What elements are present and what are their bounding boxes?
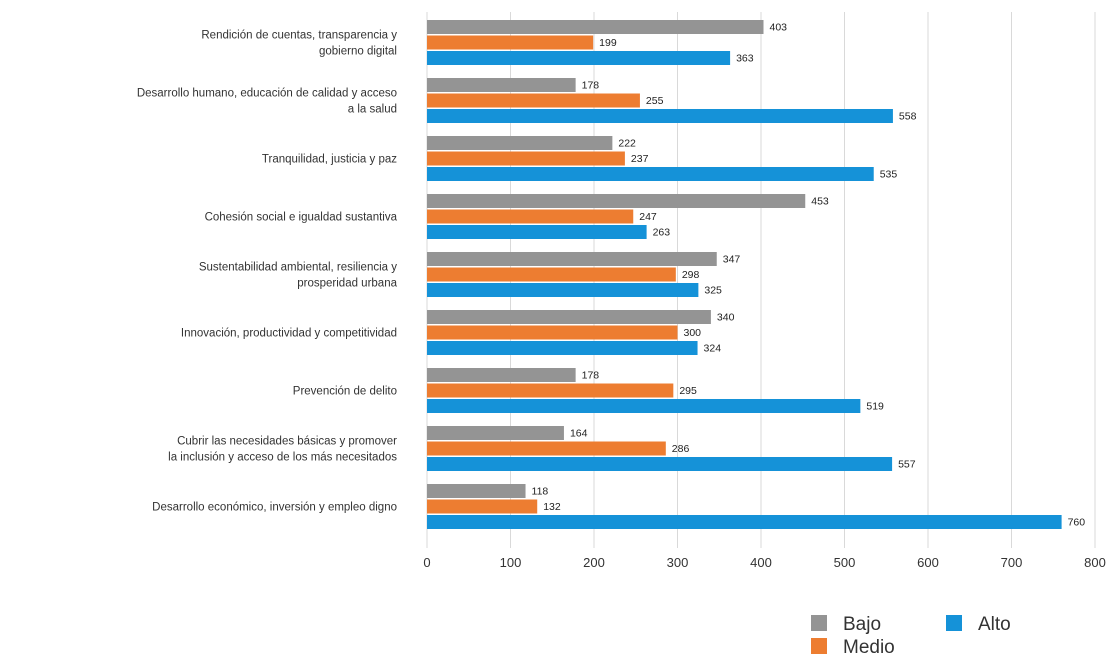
data-label: 286	[672, 443, 690, 455]
bar-bajo	[427, 368, 576, 382]
bar-medio	[427, 499, 538, 514]
category-label: Prevención de delito	[293, 386, 397, 398]
data-label: 298	[682, 269, 700, 281]
x-tick-label: 300	[667, 555, 689, 570]
data-label: 558	[899, 111, 917, 123]
data-label: 263	[653, 227, 671, 239]
category-label: gobierno digital	[319, 46, 397, 58]
bar-alto	[427, 109, 893, 123]
data-label: 300	[684, 327, 702, 339]
legend-swatch-medio	[811, 638, 827, 654]
data-label: 178	[582, 370, 600, 382]
data-label: 237	[631, 153, 649, 165]
data-label: 535	[880, 169, 898, 181]
x-tick-label: 500	[834, 555, 856, 570]
data-label: 255	[646, 95, 664, 107]
legend-swatch-bajo	[811, 615, 827, 631]
x-tick-label: 800	[1084, 555, 1106, 570]
legend-swatch-alto	[946, 615, 962, 631]
bar-medio	[427, 325, 678, 340]
bar-alto	[427, 399, 861, 413]
data-label: 199	[599, 37, 617, 49]
data-label: 118	[532, 486, 549, 498]
data-label: 247	[639, 211, 657, 223]
data-label: 325	[704, 285, 722, 297]
data-label: 222	[618, 138, 636, 150]
data-label: 453	[811, 196, 829, 208]
category-label: Desarrollo humano, educación de calidad …	[137, 88, 397, 100]
bar-medio	[427, 93, 640, 108]
bar-bajo	[427, 136, 613, 150]
data-label: 557	[898, 459, 916, 471]
bar-alto	[427, 283, 699, 297]
data-label: 340	[717, 312, 735, 324]
data-label: 178	[582, 80, 600, 92]
bar-alto	[427, 225, 647, 239]
category-label: prosperidad urbana	[297, 278, 397, 290]
bar-alto	[427, 341, 698, 355]
data-label: 164	[570, 428, 588, 440]
x-tick-label: 400	[750, 555, 772, 570]
category-label: Cohesión social e igualdad sustantiva	[205, 212, 398, 224]
data-label: 760	[1068, 517, 1086, 529]
bar-bajo	[427, 194, 806, 208]
bar-bajo	[427, 484, 526, 498]
bar-medio	[427, 441, 666, 456]
data-label: 363	[736, 53, 754, 65]
bar-alto	[427, 457, 893, 471]
data-label: 403	[770, 22, 788, 34]
data-label: 347	[723, 254, 741, 266]
x-tick-label: 100	[500, 555, 522, 570]
x-tick-label: 700	[1001, 555, 1023, 570]
bar-bajo	[427, 78, 576, 92]
data-label: 132	[543, 501, 561, 513]
bar-medio	[427, 383, 674, 398]
category-label: Innovación, productividad y competitivid…	[181, 328, 397, 340]
category-label: Rendición de cuentas, transparencia y	[201, 30, 397, 42]
bar-medio	[427, 35, 594, 50]
category-label: Desarrollo económico, inversión y empleo…	[152, 502, 397, 514]
bar-alto	[427, 515, 1062, 529]
bar-bajo	[427, 20, 764, 34]
bar-alto	[427, 167, 874, 181]
data-label: 324	[704, 343, 722, 355]
category-label: Tranquilidad, justicia y paz	[262, 154, 397, 166]
bar-medio	[427, 151, 625, 166]
bar-bajo	[427, 426, 564, 440]
bar-bajo	[427, 252, 717, 266]
data-label: 295	[679, 385, 697, 397]
bar-alto	[427, 51, 731, 65]
category-label: a la salud	[348, 104, 397, 116]
legend-label-alto: Alto	[978, 614, 1011, 635]
legend-label-bajo: Bajo	[843, 614, 881, 635]
legend-label-medio: Medio	[843, 637, 895, 658]
category-label: Cubrir las necesidades básicas y promove…	[177, 436, 397, 448]
category-label: la inclusión y acceso de los más necesit…	[168, 452, 397, 464]
bar-bajo	[427, 310, 711, 324]
x-tick-label: 200	[583, 555, 605, 570]
x-tick-label: 600	[917, 555, 939, 570]
x-tick-label: 0	[423, 555, 430, 570]
category-label: Sustentabilidad ambiental, resiliencia y	[199, 262, 397, 274]
bar-medio	[427, 267, 676, 282]
data-label: 519	[866, 401, 884, 413]
bar-medio	[427, 209, 634, 224]
